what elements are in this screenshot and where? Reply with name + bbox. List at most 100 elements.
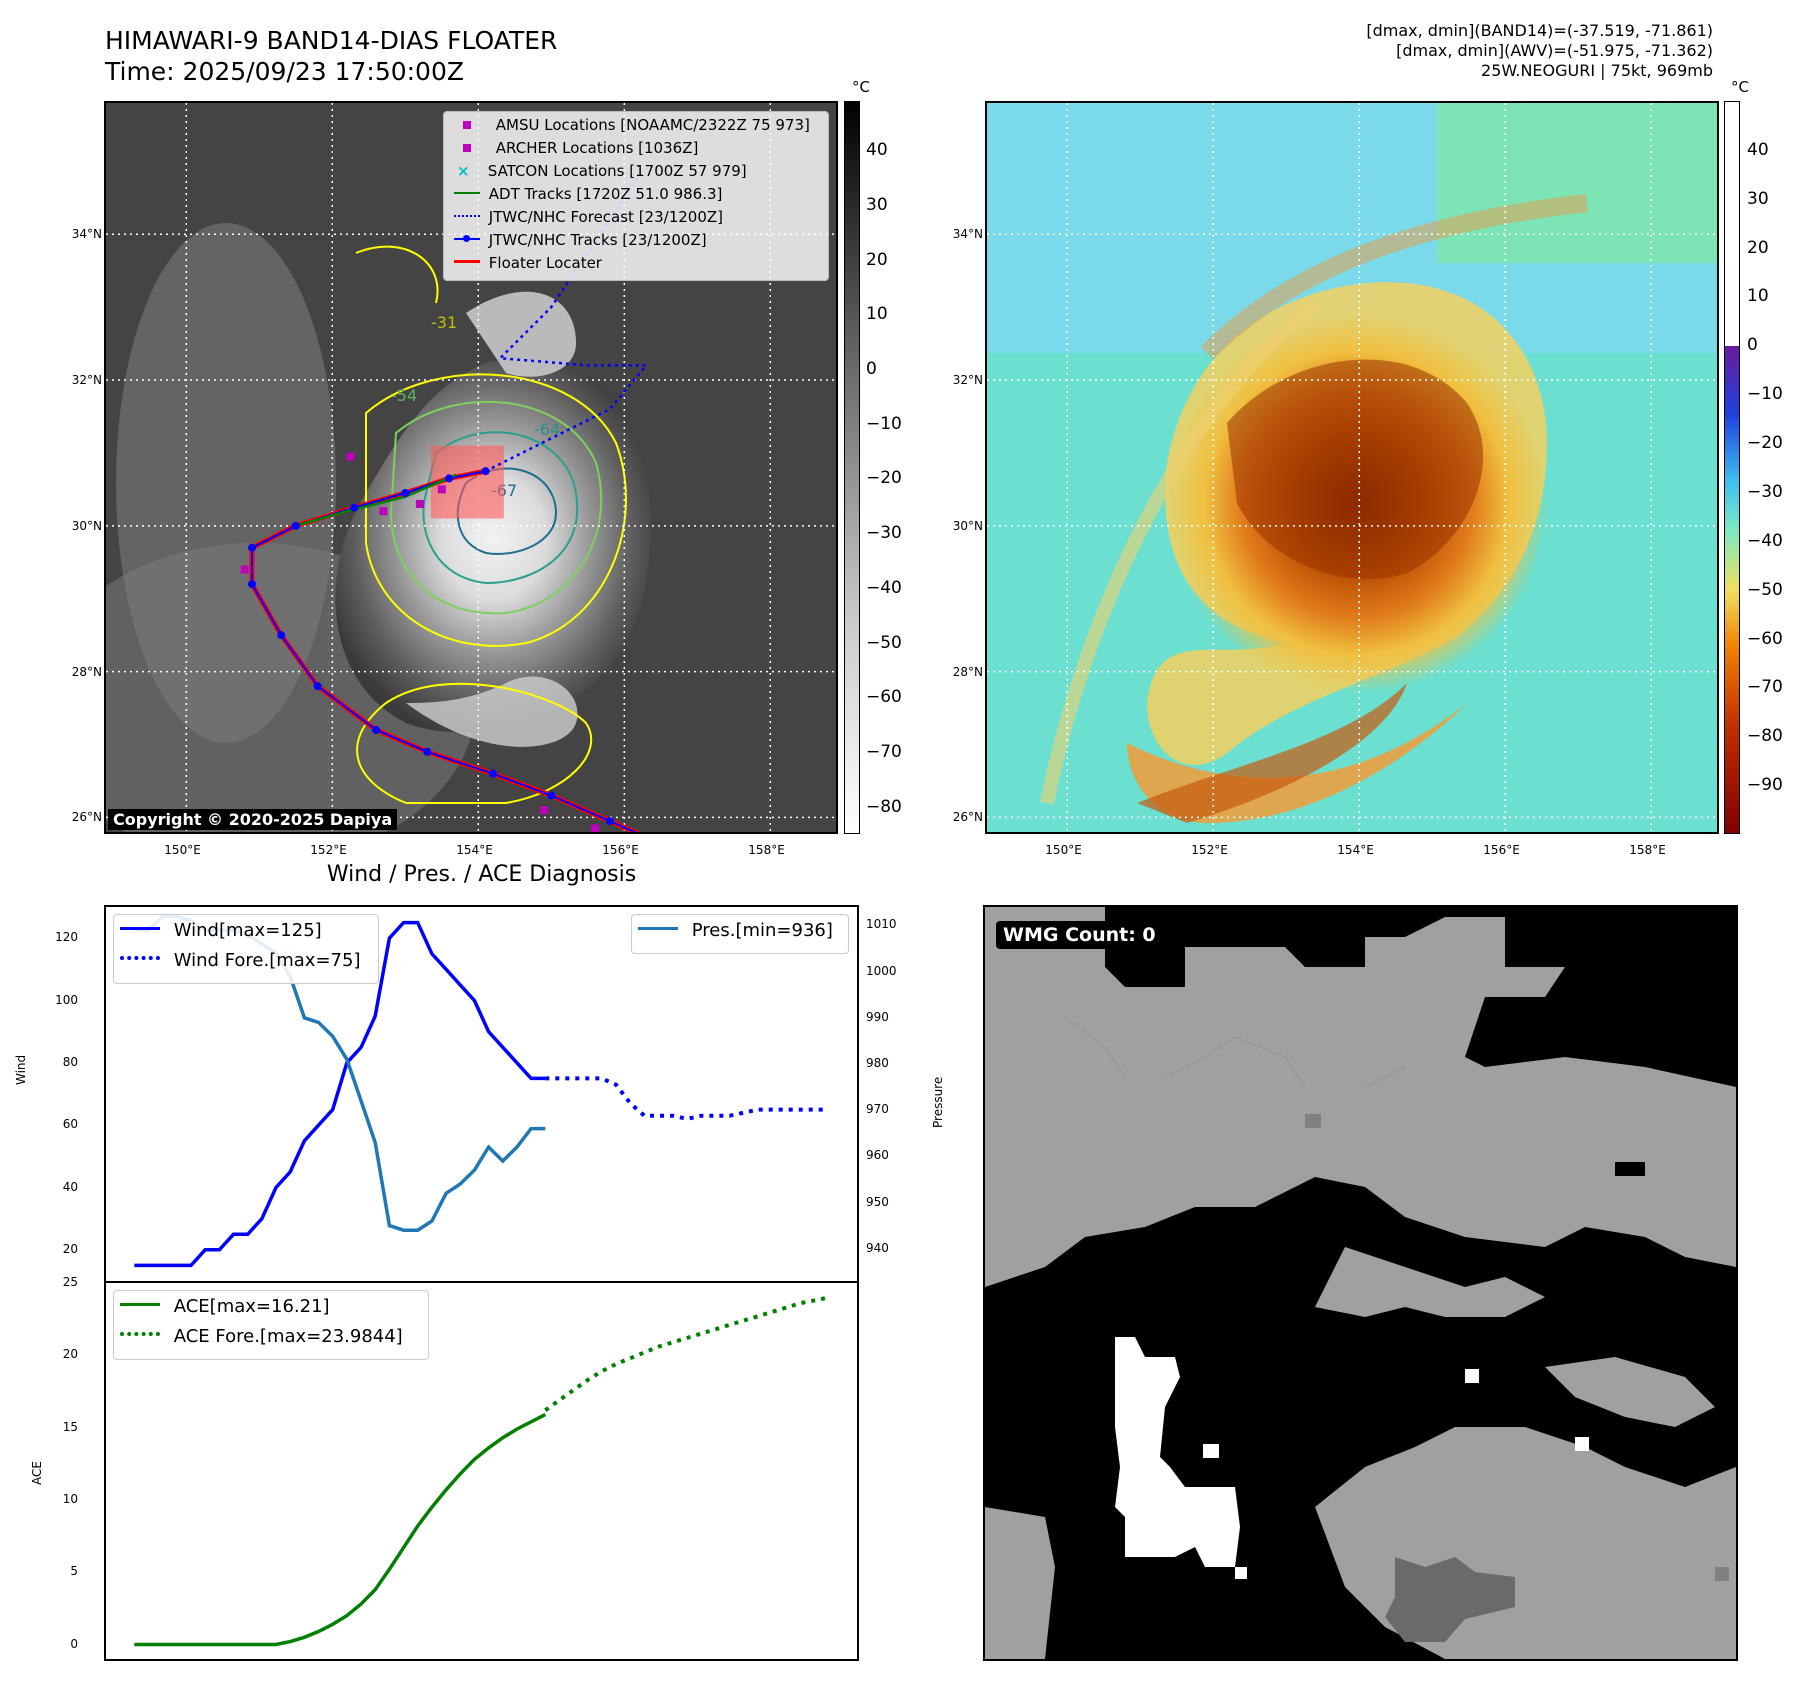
- lon-tick-label: 156°E: [1483, 843, 1520, 857]
- ir-colorbar-tick: −50: [866, 632, 902, 653]
- wind-axis-label: Wind: [14, 1054, 28, 1085]
- best-track-point: [350, 503, 359, 512]
- archer-point: [591, 824, 600, 832]
- best-track-point: [277, 631, 286, 640]
- lat-tick-label: 26°N: [952, 810, 983, 825]
- archer-point: [240, 565, 249, 574]
- adt-track-line: [295, 473, 457, 528]
- ace-tick-label: 0: [70, 1636, 78, 1651]
- lon-tick-label: 150°E: [164, 843, 201, 857]
- lat-tick-label: 32°N: [952, 373, 983, 388]
- wmg-svg: [985, 907, 1736, 1659]
- awv-colorbar-tick: 40: [1747, 139, 1769, 160]
- lon-tick-label: 152°E: [310, 843, 347, 857]
- ace-chart: ACE[max=16.21] ACE Fore.[max=23.9844]: [104, 1281, 859, 1661]
- wind-legend: Wind[max=125] Wind Fore.[max=75]: [113, 914, 379, 984]
- contour-label-64: -64: [534, 420, 560, 439]
- forecast-track-line: [485, 175, 649, 473]
- awv-colorbar-tick: −70: [1747, 677, 1783, 698]
- wind-legend-label: Wind[max=125]: [173, 920, 322, 941]
- legend-archer-marker: [463, 144, 471, 152]
- lat-tick-label: 28°N: [71, 664, 102, 679]
- best-track-point: [445, 474, 454, 483]
- awv-colorbar-upper: [1724, 101, 1740, 346]
- best-track-point: [423, 747, 432, 756]
- awv-colorbar-tick: −30: [1747, 481, 1783, 502]
- pressure-tick-label: 1000: [866, 963, 897, 978]
- pressure-tick-label: 990: [866, 1009, 889, 1024]
- ir-contour-labels: -31 -54 -64 -67: [391, 313, 560, 500]
- contour-teal: [422, 431, 579, 585]
- lat-tick-label: 28°N: [952, 664, 983, 679]
- wmg-gray-band-bottom: [1315, 1427, 1736, 1659]
- lat-tick-label: 34°N: [71, 227, 102, 242]
- ace-fore-legend-label: ACE Fore.[max=23.9844]: [173, 1326, 403, 1347]
- ir-colorbar: [844, 101, 860, 834]
- awv-colorbar-lower: [1724, 346, 1740, 834]
- archer-point: [437, 485, 446, 494]
- contour-green: [389, 400, 603, 615]
- pressure-tick-label: 950: [866, 1194, 889, 1209]
- best-track-point: [313, 682, 322, 691]
- wind-fore-legend-line: [120, 956, 160, 960]
- ace-tick-label: 15: [62, 1419, 78, 1434]
- wind-fore-legend-label: Wind Fore.[max=75]: [173, 950, 361, 971]
- awv-map-svg: [987, 103, 1717, 832]
- legend-adt-label: ADT Tracks [1720Z 51.0 986.3]: [488, 185, 723, 203]
- best-track-points: [248, 467, 614, 826]
- contour-label-31: -31: [431, 313, 457, 332]
- wmg-panel: WMG Count: 0: [983, 905, 1738, 1661]
- diagnosis-title: Wind / Pres. / ACE Diagnosis: [326, 862, 637, 887]
- lon-tick-label: 154°E: [456, 843, 493, 857]
- wmg-white-patch: [1115, 1337, 1240, 1567]
- best-track-point: [248, 580, 256, 589]
- ir-colorbar-unit: °C: [852, 78, 870, 96]
- pressure-tick-label: 940: [866, 1240, 889, 1255]
- awv-colorbar-tick: −50: [1747, 579, 1783, 600]
- pres-legend-line: [638, 927, 678, 930]
- wmg-gray-band-lower: [1315, 1247, 1545, 1317]
- awv-colorbar-tick: 10: [1747, 286, 1769, 307]
- legend-floater-label: Floater Locater: [488, 254, 602, 272]
- storm-info: [dmax, dmin](BAND14)=(-37.519, -71.861) …: [1366, 21, 1713, 81]
- ace-tick-label: 5: [70, 1564, 78, 1579]
- legend-floater-marker: [454, 260, 480, 263]
- legend-satcon-label: SATCON Locations [1700Z 57 979]: [487, 162, 747, 180]
- awv-colorbar-tick: −20: [1747, 433, 1783, 454]
- awv-colorbar-tick: 30: [1747, 188, 1769, 209]
- awv-colorbar-tick: −40: [1747, 530, 1783, 551]
- legend-archer-label: ARCHER Locations [1036Z]: [495, 139, 699, 157]
- copyright-label: Copyright © 2020-2025 Dapiya: [108, 809, 398, 830]
- best-track-point: [488, 769, 497, 778]
- legend-satcon-marker: ×: [457, 162, 470, 180]
- lat-tick-label: 32°N: [71, 373, 102, 388]
- ace-tick-label: 25: [62, 1275, 78, 1289]
- awv-colorbar-tick: −60: [1747, 628, 1783, 649]
- legend-forecast-label: JTWC/NHC Forecast [23/1200Z]: [488, 208, 724, 226]
- wmg-count-label: WMG Count: 0: [996, 921, 1163, 949]
- archer-point: [346, 452, 355, 461]
- ace-tick-label: 20: [62, 1347, 78, 1362]
- wind-tick-label: 40: [62, 1179, 78, 1194]
- storm-name-intensity: 25W.NEOGURI | 75kt, 969mb: [1481, 61, 1713, 80]
- wmg-gray-band-mid: [985, 1017, 1736, 1287]
- best-track-point: [605, 817, 614, 826]
- lon-tick-label: 158°E: [1629, 843, 1666, 857]
- ir-colorbar-tick: −60: [866, 687, 902, 708]
- wind-tick-label: 80: [62, 1054, 78, 1069]
- archer-point: [415, 499, 424, 508]
- ace-legend-line: [120, 1303, 160, 1306]
- best-track-point: [401, 489, 410, 498]
- ir-colorbar-tick: 40: [866, 140, 888, 161]
- lon-tick-label: 156°E: [602, 843, 639, 857]
- ir-colorbar-tick: 10: [866, 304, 888, 325]
- contour-yellow: [365, 373, 627, 647]
- legend-jtwc-label: JTWC/NHC Tracks [23/1200Z]: [488, 231, 707, 249]
- pressure-tick-label: 970: [866, 1102, 889, 1117]
- wmg-gray-band-top: [985, 907, 1565, 1087]
- ir-colorbar-tick: −70: [866, 741, 902, 762]
- ace-axis-label: ACE: [30, 1461, 44, 1485]
- pressure-axis-label: Pressure: [931, 1076, 945, 1128]
- figure-title: HIMAWARI-9 BAND14-DIAS FLOATER Time: 202…: [105, 25, 557, 87]
- wind-tick-label: 100: [55, 992, 78, 1007]
